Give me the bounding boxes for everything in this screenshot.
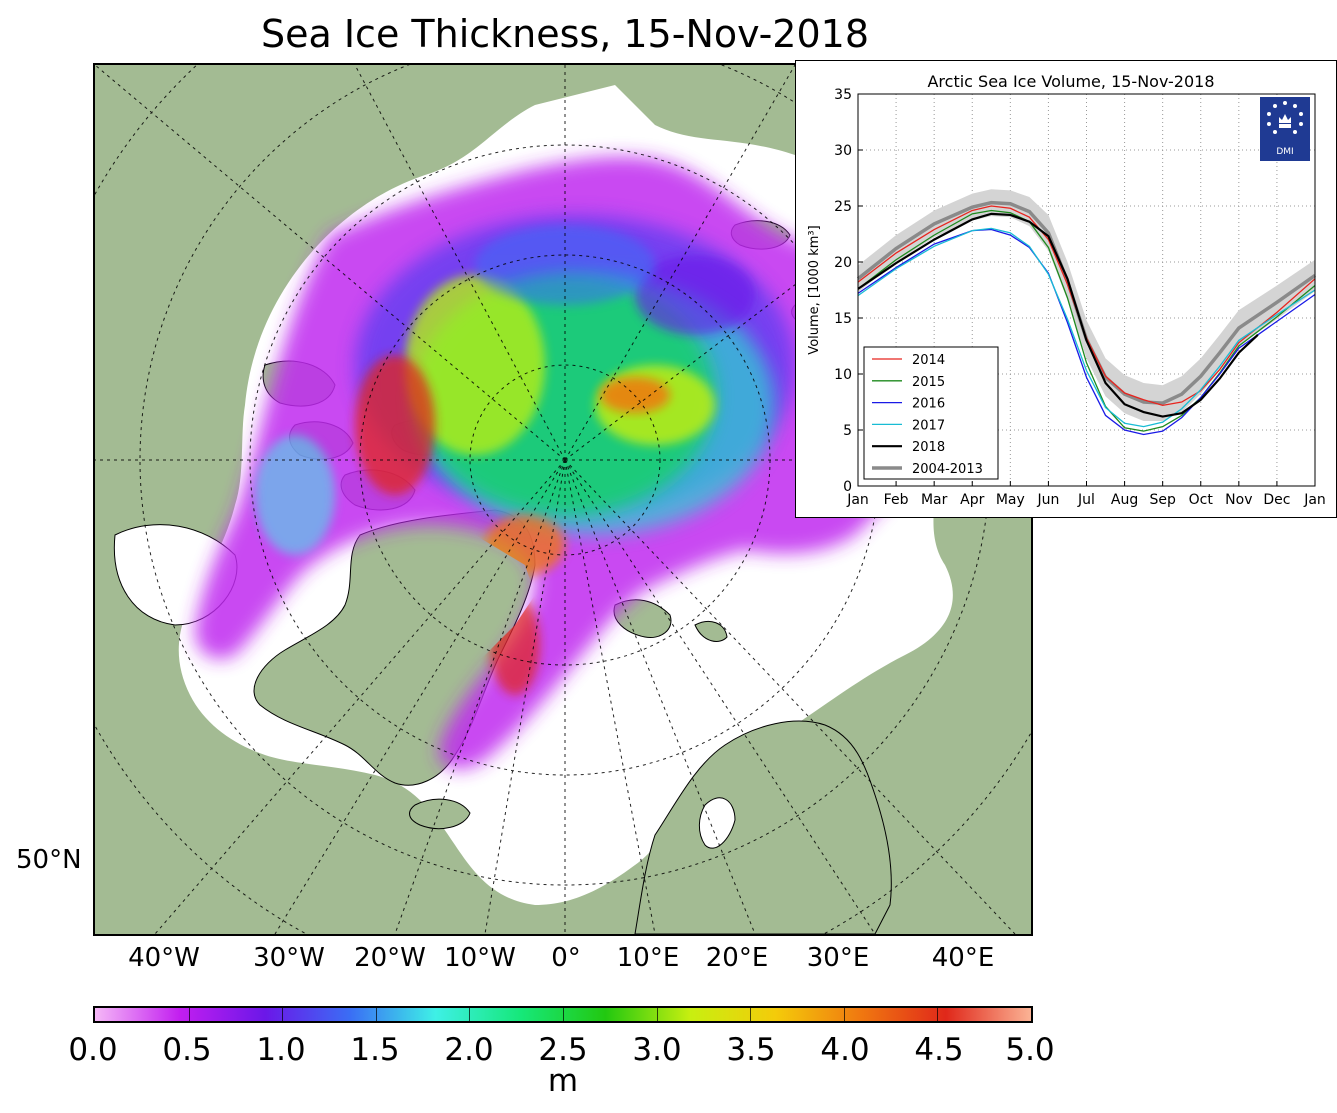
x-tick-label: Jun bbox=[1036, 492, 1059, 508]
colorbar-tick-label: 4.0 bbox=[820, 1032, 870, 1068]
y-tick-label: 25 bbox=[834, 199, 852, 215]
series-line bbox=[857, 212, 1259, 418]
colorbar-tick-label: 3.5 bbox=[726, 1032, 776, 1068]
y-tick-label: 5 bbox=[843, 423, 852, 439]
latitude-label: 50°N bbox=[16, 845, 82, 875]
x-tick-label: Mar bbox=[921, 492, 948, 508]
x-tick-label: Nov bbox=[1225, 492, 1252, 508]
y-axis-label: Volume, [1000 km³] bbox=[807, 225, 822, 354]
legend-label: 2016 bbox=[912, 397, 945, 412]
y-tick-label: 30 bbox=[834, 143, 852, 159]
longitude-label: 0° bbox=[551, 943, 581, 973]
colorbar-tick-label: 5.0 bbox=[1005, 1032, 1055, 1068]
longitude-label: 10°W bbox=[444, 943, 516, 973]
longitude-label: 40°W bbox=[128, 943, 200, 973]
chart-title: Arctic Sea Ice Volume, 15-Nov-2018 bbox=[927, 72, 1214, 91]
colorbar-tick-label: 2.0 bbox=[444, 1032, 494, 1068]
colorbar-tick bbox=[563, 1008, 564, 1021]
colorbar-tick bbox=[937, 1008, 939, 1021]
legend-label: 2018 bbox=[912, 440, 945, 455]
x-tick-label: May bbox=[996, 492, 1025, 508]
x-tick-label: Aug bbox=[1111, 492, 1138, 508]
colorbar-tick-label: 0.5 bbox=[162, 1032, 212, 1068]
x-tick-label: Jan bbox=[846, 492, 869, 508]
x-tick-label: Sep bbox=[1149, 492, 1176, 508]
legend-label: 2004-2013 bbox=[912, 462, 983, 477]
x-tick-label: Dec bbox=[1263, 492, 1290, 508]
colorbar-tick bbox=[282, 1008, 284, 1021]
colorbar-tick-label: 1.5 bbox=[350, 1032, 400, 1068]
x-tick-label: Feb bbox=[884, 492, 909, 508]
colorbar-tick bbox=[188, 1008, 190, 1021]
x-tick-label: Apr bbox=[960, 492, 984, 508]
y-tick-label: 20 bbox=[834, 255, 852, 271]
dmi-logo: DMI bbox=[1260, 97, 1310, 161]
legend-label: 2014 bbox=[912, 353, 945, 368]
colorbar-tick bbox=[469, 1008, 471, 1021]
colorbar-tick-label: 0.0 bbox=[68, 1032, 118, 1068]
x-tick-label: Oct bbox=[1189, 492, 1214, 508]
longitude-label: 10°E bbox=[616, 943, 680, 973]
colorbar-tick-label: 3.0 bbox=[632, 1032, 682, 1068]
sea-ice-field bbox=[195, 156, 949, 770]
y-axis: 0 5 10 15 20 25 30 35 bbox=[834, 87, 863, 495]
colorbar-tick-label: 2.5 bbox=[538, 1032, 588, 1068]
climatology-band bbox=[858, 189, 1315, 422]
longitude-label: 20°E bbox=[705, 943, 769, 973]
y-tick-label: 35 bbox=[834, 87, 852, 103]
dmi-logo-text: DMI bbox=[1276, 147, 1293, 157]
map-title: Sea Ice Thickness, 15-Nov-2018 bbox=[260, 12, 870, 56]
y-tick-label: 0 bbox=[843, 479, 852, 495]
longitude-label: 20°W bbox=[354, 943, 426, 973]
band-area bbox=[858, 189, 1315, 422]
x-tick-label: Jul bbox=[1077, 492, 1095, 508]
y-tick-label: 10 bbox=[834, 367, 852, 383]
x-tick-label: Jan bbox=[1303, 492, 1326, 508]
chart-series bbox=[856, 200, 1317, 436]
x-axis: Jan Feb Mar Apr May Jun Jul Aug Sep Oct Nov Dec Jan bbox=[846, 481, 1326, 508]
colorbar-tick bbox=[750, 1008, 752, 1021]
chart-legend: 2014 2015 2016 2017 2018 2004-2013 bbox=[863, 346, 999, 480]
volume-chart: Arctic Sea Ice Volume, 15-Nov-2018 0 5 10 1… bbox=[807, 72, 1326, 508]
colorbar-unit: m bbox=[547, 1063, 579, 1099]
colorbar-tick bbox=[375, 1008, 377, 1021]
thickness-colorbar bbox=[93, 1006, 1033, 1023]
series-line bbox=[857, 205, 1316, 407]
longitude-label: 30°W bbox=[253, 943, 325, 973]
legend-label: 2015 bbox=[912, 375, 945, 390]
series-line bbox=[857, 227, 1316, 428]
colorbar-tick-label: 1.0 bbox=[256, 1032, 306, 1068]
colorbar-tick-label: 4.5 bbox=[914, 1032, 964, 1068]
colorbar-tick bbox=[656, 1008, 658, 1021]
legend-label: 2017 bbox=[912, 418, 945, 433]
y-tick-label: 15 bbox=[834, 311, 852, 327]
longitude-label: 40°E bbox=[931, 943, 995, 973]
volume-chart-panel: Arctic Sea Ice Volume, 15-Nov-2018 0 5 10 1… bbox=[795, 60, 1337, 518]
longitude-label: 30°E bbox=[806, 943, 870, 973]
colorbar-tick bbox=[843, 1008, 845, 1021]
